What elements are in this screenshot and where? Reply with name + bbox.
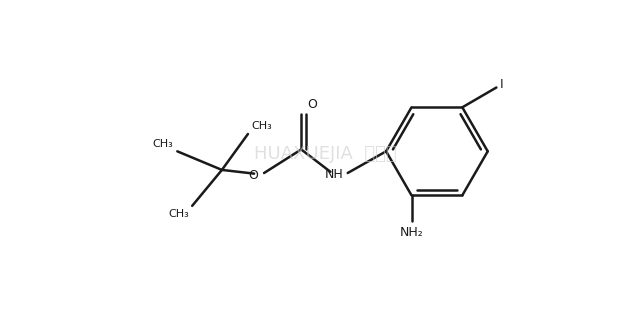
Text: O: O — [307, 98, 317, 111]
Text: CH₃: CH₃ — [153, 139, 173, 149]
Text: CH₃: CH₃ — [251, 122, 272, 132]
Text: HUAXUEJIA  化学加: HUAXUEJIA 化学加 — [254, 145, 397, 164]
Text: I: I — [500, 78, 503, 91]
Text: NH₂: NH₂ — [399, 226, 423, 239]
Text: NH: NH — [325, 168, 343, 181]
Text: O: O — [248, 169, 258, 182]
Text: CH₃: CH₃ — [168, 209, 189, 219]
